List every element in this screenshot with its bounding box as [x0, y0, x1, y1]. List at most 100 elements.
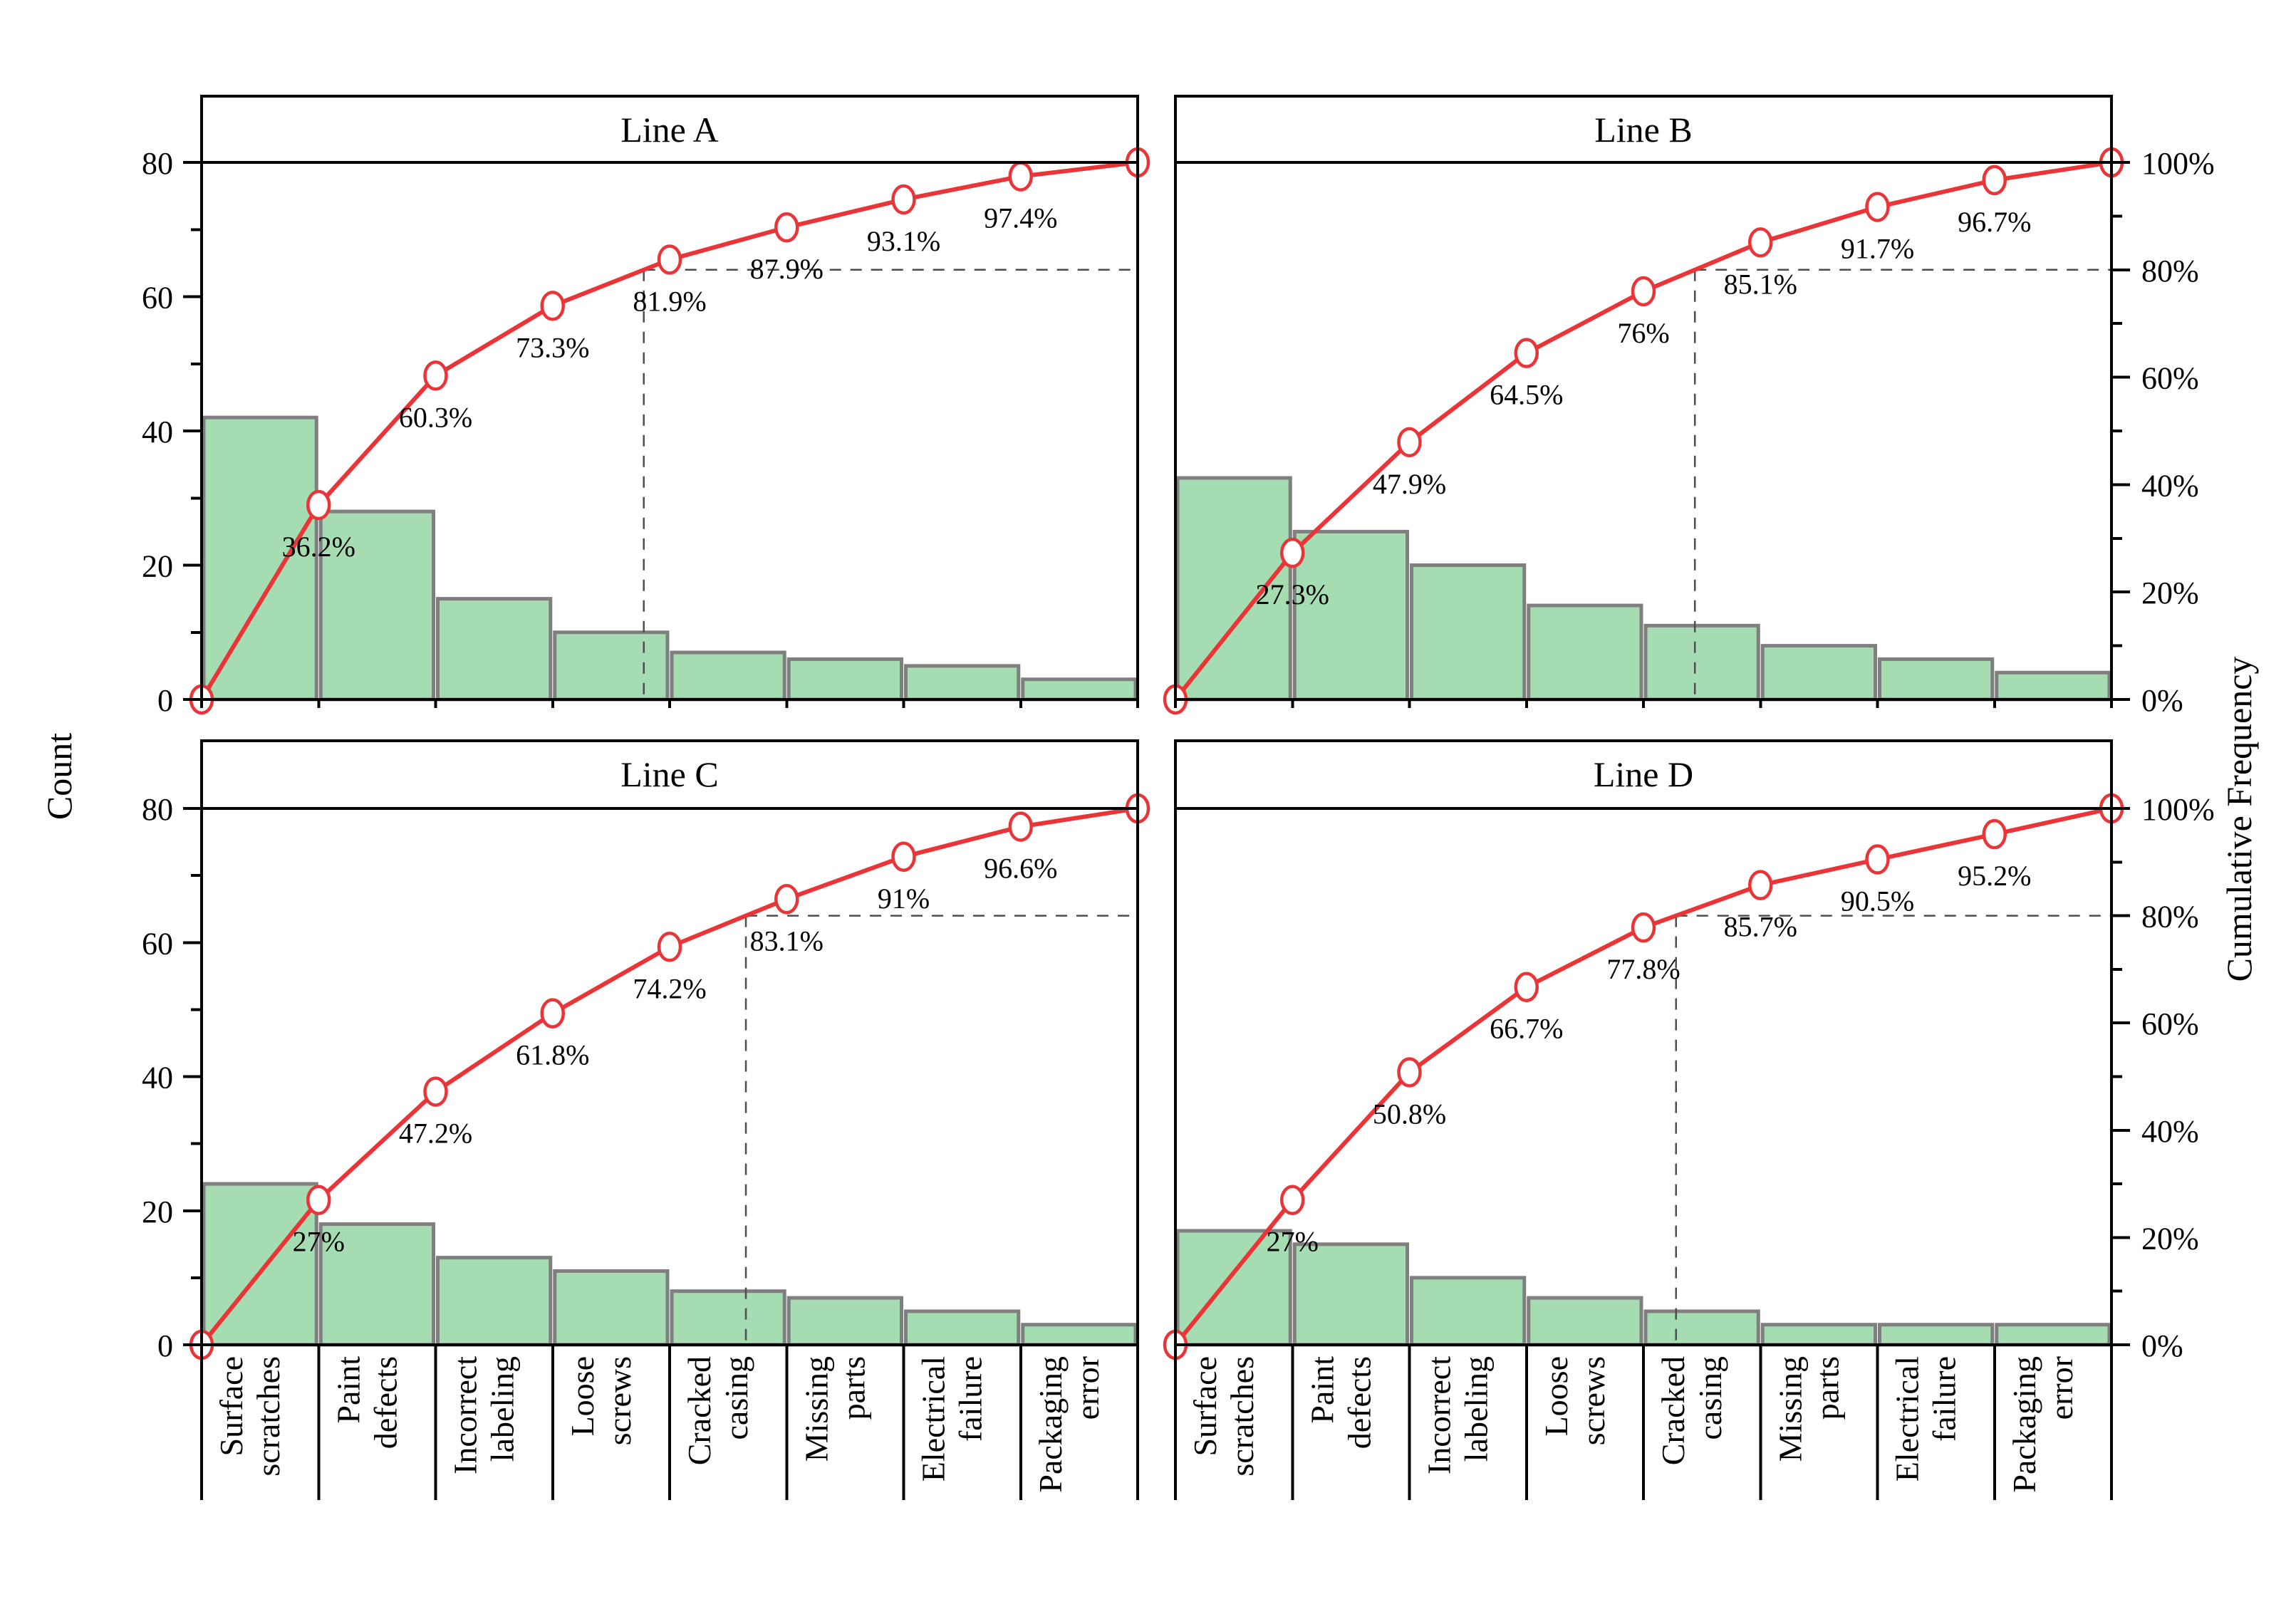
cumulative-marker-1	[306, 1185, 331, 1215]
cumulative-label: 66.7%	[1490, 1013, 1563, 1045]
left-tick-label: 60	[142, 281, 173, 316]
category-label-line1: Loose	[564, 1356, 601, 1436]
cumulative-label: 87.9%	[750, 253, 824, 285]
category-label-line2: parts	[835, 1356, 871, 1420]
cumulative-label: 85.7%	[1724, 911, 1797, 943]
category-label-loose-screws: Loose screws	[1538, 1356, 1611, 1445]
right-tick-label: 60%	[2141, 1006, 2199, 1041]
cumulative-label: 73.3%	[516, 331, 589, 363]
bar-cracked-casing	[670, 650, 786, 702]
panel-title: Line A	[620, 110, 718, 150]
left-tick-label: 0	[157, 1328, 173, 1363]
cumulative-marker-4	[657, 932, 682, 962]
category-label-line1: Incorrect	[1421, 1356, 1458, 1474]
right-tick-label: 20%	[2141, 1221, 2199, 1256]
right-tick-label: 80%	[2141, 254, 2199, 288]
cumulative-label: 96.6%	[984, 853, 1057, 885]
panel-line-b: 27.3% 47.9% 64.5% 76% 85.1% 91.7% 96.7% Line B 0…	[1163, 95, 2215, 718]
cumulative-marker-5	[1748, 870, 1773, 900]
category-label-line2: screws	[1575, 1356, 1611, 1445]
cumulative-marker-7	[1982, 165, 2007, 196]
category-label-line2: parts	[1809, 1356, 1845, 1420]
cumulative-marker-5	[774, 884, 799, 915]
right-tick-label: 0%	[2141, 683, 2183, 718]
bar-loose-screws	[553, 1269, 670, 1347]
cumulative-label: 76%	[1617, 317, 1669, 349]
cumulative-marker-3	[540, 291, 565, 321]
cumulative-label: 60.3%	[399, 401, 472, 433]
left-tick-label: 60	[142, 926, 173, 961]
category-label-line2: labeling	[1458, 1356, 1495, 1462]
panel-title: Line B	[1594, 110, 1692, 150]
cumulative-marker-2	[423, 1076, 448, 1107]
cumulative-label: 27%	[293, 1226, 345, 1258]
right-tick-label: 100%	[2141, 146, 2215, 181]
left-tick-label: 40	[142, 415, 173, 449]
bar-packaging-error	[1021, 677, 1138, 702]
bar-loose-screws	[1527, 603, 1643, 702]
category-label-surface-scratches: Surface scratches	[213, 1356, 286, 1477]
cumulative-marker-6	[891, 184, 916, 215]
cumulative-label: 91.7%	[1841, 233, 1914, 265]
category-label-paint-defects: Paint defects	[1304, 1356, 1377, 1449]
left-tick-label: 20	[142, 1194, 173, 1229]
category-label-surface-scratches: Surface scratches	[1187, 1356, 1260, 1477]
bar-loose-screws	[1527, 1296, 1643, 1347]
bar-incorrect-labeling	[1410, 563, 1527, 702]
cumulative-marker-3	[1514, 972, 1539, 1002]
category-label-line2: screws	[601, 1356, 638, 1445]
bar-paint-defects	[318, 509, 435, 702]
count-axis-title: Count	[39, 733, 79, 820]
cumulative-marker-5	[1748, 227, 1773, 258]
category-label-line1: Electrical	[915, 1356, 952, 1482]
cumulative-label: 96.7%	[1958, 206, 2031, 238]
bar-electrical-failure	[1878, 657, 1995, 702]
bar-missing-parts	[786, 1296, 903, 1347]
bar-electrical-failure	[904, 664, 1021, 702]
cumulative-label: 50.8%	[1373, 1098, 1446, 1130]
category-label-loose-screws: Loose screws	[564, 1356, 638, 1445]
category-label-cracked-casing: Cracked casing	[681, 1356, 754, 1465]
cumulative-label: 97.4%	[984, 202, 1057, 234]
category-label-line1: Loose	[1538, 1356, 1574, 1436]
category-label-line1: Paint	[330, 1356, 366, 1424]
cumulative-label: 90.5%	[1841, 885, 1914, 917]
bar-incorrect-labeling	[436, 1256, 553, 1347]
category-label-incorrect-labeling: Incorrect labeling	[1421, 1356, 1495, 1474]
bar-cracked-casing	[670, 1289, 786, 1347]
cumulative-marker-7	[1982, 818, 2007, 850]
bar-packaging-error	[1995, 670, 2111, 702]
category-label-line1: Cracked	[1655, 1356, 1691, 1465]
category-label-electrical-failure: Electrical failure	[1889, 1356, 1963, 1482]
cumulative-marker-5	[774, 212, 799, 243]
cumulative-label: 93.1%	[867, 225, 940, 257]
bar-packaging-error	[1995, 1323, 2111, 1347]
cumulative-marker-1	[1280, 537, 1305, 568]
bar-cracked-casing	[1643, 1309, 1760, 1347]
category-label-cracked-casing: Cracked casing	[1655, 1356, 1728, 1465]
category-label-electrical-failure: Electrical failure	[915, 1356, 989, 1482]
cumulative-label: 83.1%	[750, 925, 824, 957]
cumulative-label: 27.3%	[1256, 578, 1329, 610]
right-tick-label: 60%	[2141, 361, 2199, 396]
category-label-packaging-error: Packaging error	[1032, 1356, 1106, 1493]
panel-line-d: 27% 50.8% 66.7% 77.8% 85.7% 90.5% 95.2% Line D 0…	[1163, 739, 2215, 1500]
cumulative-label: 85.1%	[1724, 268, 1797, 300]
cumulative-label: 27%	[1267, 1226, 1319, 1258]
left-tick-label: 80	[142, 146, 173, 181]
category-label-line1: Cracked	[681, 1356, 717, 1465]
bar-missing-parts	[786, 657, 903, 702]
panel-line-a: 36.2% 60.3% 73.3% 81.9% 87.9% 93.1% 97.4% Line …	[142, 95, 1150, 718]
category-label-line1: Paint	[1304, 1356, 1340, 1424]
right-tick-label: 80%	[2141, 900, 2199, 935]
category-label-line2: failure	[952, 1356, 989, 1442]
category-label-line1: Incorrect	[447, 1356, 484, 1474]
bar-loose-screws	[553, 630, 670, 702]
cumulative-label: 74.2%	[633, 972, 706, 1004]
category-label-line2: defects	[367, 1356, 403, 1449]
right-tick-label: 40%	[2141, 468, 2199, 503]
cumulative-marker-4	[1631, 276, 1656, 307]
cumulative-marker-6	[891, 841, 916, 873]
